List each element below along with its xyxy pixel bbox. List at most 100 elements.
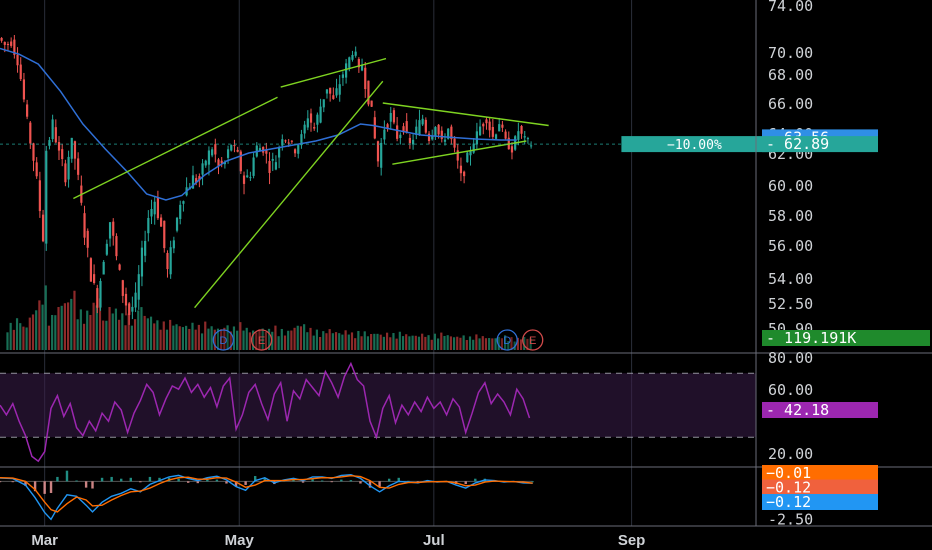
measure-label-box[interactable] bbox=[621, 136, 769, 153]
macd-histogram-bar bbox=[330, 481, 333, 483]
price-axis[interactable]: 74.0070.0068.0066.0064.0062.0060.0058.00… bbox=[768, 0, 813, 529]
volume-bar bbox=[38, 300, 41, 350]
candle bbox=[239, 149, 242, 174]
volume-bar bbox=[124, 325, 127, 350]
volume-bar bbox=[382, 336, 385, 350]
candle-body bbox=[99, 280, 102, 308]
volume-bar bbox=[54, 315, 57, 350]
candle bbox=[214, 138, 217, 163]
macd-tick-label: -2.50 bbox=[768, 511, 813, 529]
candle bbox=[128, 302, 131, 325]
volume-bar bbox=[185, 325, 188, 350]
candle-body bbox=[226, 149, 230, 158]
event-badge-d[interactable] bbox=[212, 329, 234, 351]
candle-body bbox=[214, 144, 217, 155]
event-badge-e[interactable] bbox=[250, 329, 273, 351]
trendline-4[interactable] bbox=[382, 102, 549, 127]
candle-body bbox=[520, 126, 523, 134]
volume-bar bbox=[338, 333, 341, 350]
macd-histogram-bar bbox=[474, 478, 477, 482]
macd-histogram-bar bbox=[368, 481, 372, 488]
candle-body bbox=[306, 118, 309, 128]
candle-body bbox=[456, 150, 459, 161]
volume-bar bbox=[421, 333, 424, 350]
candle-body bbox=[45, 150, 48, 244]
candle bbox=[150, 199, 153, 225]
macd-histogram-bar bbox=[244, 481, 247, 485]
volume-bar bbox=[35, 310, 38, 350]
volume-bar bbox=[232, 326, 236, 350]
macd-panel[interactable] bbox=[0, 470, 534, 521]
trendline-3[interactable] bbox=[194, 80, 384, 309]
trendline-5[interactable] bbox=[392, 140, 527, 165]
candle-body bbox=[332, 95, 335, 99]
trendline-2[interactable] bbox=[280, 57, 387, 88]
candle-body bbox=[271, 158, 274, 161]
volume-bar bbox=[242, 330, 245, 350]
candle-body bbox=[360, 65, 364, 71]
macd-histogram-bar bbox=[531, 481, 534, 483]
time-axis[interactable]: Mar May Jul Sep bbox=[0, 527, 932, 550]
macd-histogram-bar bbox=[110, 476, 113, 482]
rsi-line bbox=[0, 361, 531, 463]
candle-body bbox=[61, 149, 64, 160]
price-panel[interactable]: −10.00% bbox=[0, 34, 769, 325]
candle bbox=[159, 214, 163, 227]
candle bbox=[153, 196, 156, 225]
volume-bar bbox=[105, 320, 108, 350]
macd-histogram-bar bbox=[49, 481, 53, 493]
candle bbox=[54, 119, 57, 144]
volume-bar bbox=[462, 335, 465, 350]
volume-bar bbox=[133, 319, 137, 350]
candle bbox=[64, 159, 67, 187]
candle bbox=[456, 143, 459, 169]
candle bbox=[405, 113, 408, 134]
trendline-1[interactable] bbox=[73, 96, 278, 200]
candle-body bbox=[341, 74, 345, 78]
macd-histogram-bar bbox=[177, 478, 180, 482]
candle bbox=[278, 145, 281, 169]
price-tick-label: 74.00 bbox=[768, 0, 813, 15]
event-badge-d[interactable] bbox=[496, 329, 518, 351]
candle-body bbox=[48, 140, 51, 146]
candle-body bbox=[380, 142, 383, 168]
candle-body bbox=[396, 125, 399, 139]
volume-bar bbox=[475, 334, 478, 350]
candle bbox=[399, 132, 402, 145]
candle-body bbox=[526, 138, 530, 140]
volume-bar bbox=[207, 328, 210, 350]
volume-bar bbox=[472, 339, 475, 350]
volume-bar bbox=[437, 338, 440, 350]
volume-bar bbox=[15, 318, 19, 350]
volume-bar bbox=[63, 303, 66, 350]
candle-body bbox=[351, 54, 354, 60]
candle-body bbox=[147, 217, 150, 234]
candle-body bbox=[450, 126, 453, 140]
volume-bar bbox=[526, 338, 529, 350]
event-badge-e[interactable] bbox=[522, 329, 544, 351]
candle-body bbox=[411, 139, 415, 145]
candle bbox=[482, 122, 485, 135]
measure-label: −10.00% bbox=[667, 138, 722, 153]
candle bbox=[220, 157, 223, 168]
volume-bar bbox=[427, 335, 430, 350]
candle-body bbox=[230, 145, 233, 151]
rsi-last-label-text: - 42.18 bbox=[766, 401, 829, 419]
candle bbox=[345, 58, 348, 84]
candle bbox=[108, 222, 112, 247]
candle-body bbox=[0, 38, 3, 41]
volume-bar bbox=[261, 328, 264, 350]
candle-body bbox=[134, 292, 137, 308]
candle bbox=[51, 114, 54, 143]
rsi-panel[interactable] bbox=[0, 361, 756, 463]
macd-histogram-bar bbox=[225, 481, 228, 484]
macd-histogram-bar bbox=[43, 481, 46, 494]
macd-histogram-bar bbox=[33, 481, 37, 492]
volume-bar bbox=[267, 328, 271, 350]
candle bbox=[147, 210, 150, 242]
volume-bar bbox=[280, 328, 283, 350]
candle bbox=[351, 50, 354, 62]
candle-body bbox=[236, 149, 239, 152]
candle bbox=[252, 151, 255, 179]
